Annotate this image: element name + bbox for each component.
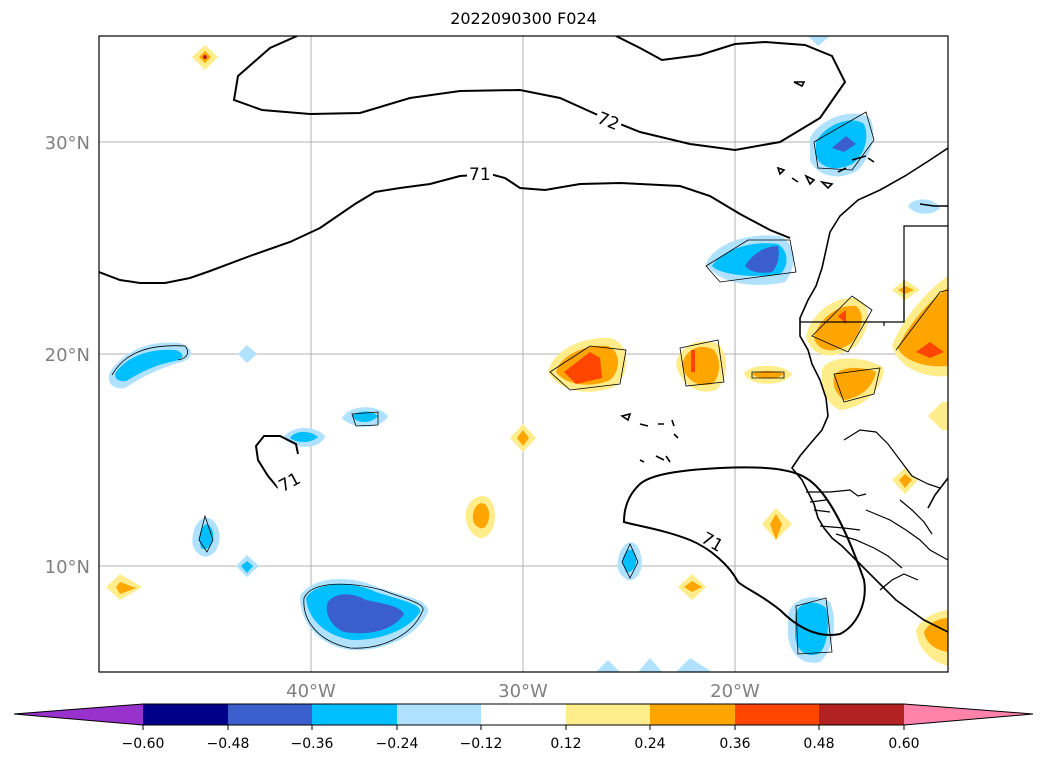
plot-frame — [98, 35, 949, 673]
blob-pos-23n-east — [892, 280, 920, 300]
cb-label-4: −0.24 — [376, 736, 419, 752]
lon-label-30w: 30°W — [498, 681, 548, 702]
blob-neg-27n — [908, 199, 940, 214]
contour-label-71-north: 71 — [469, 165, 491, 185]
contour-label-71-east: 71 — [697, 529, 726, 557]
blob-pos-7n-east — [916, 610, 948, 666]
positive-anomaly-fills — [106, 45, 948, 666]
colorbar-segment-1 — [143, 704, 228, 725]
lat-label-10n: 10°N — [45, 557, 90, 578]
contour-71-north — [99, 172, 791, 284]
colorbar-ticks — [142, 725, 905, 730]
colorbar: −0.60 −0.48 −0.36 −0.24 −0.12 0.12 0.24 … — [13, 703, 1034, 752]
contour-label-71-west: 71 — [276, 469, 304, 497]
cb-label-6: 0.12 — [550, 736, 581, 752]
colorbar-extend-low — [14, 704, 143, 725]
cb-label-2: −0.48 — [207, 736, 250, 752]
lon-label-20w: 20°W — [710, 681, 760, 702]
blob-pos-12n — [465, 496, 495, 539]
colorbar-segment-8 — [735, 704, 819, 725]
blob-neg-16n — [283, 427, 325, 447]
blob-neg-bottom — [596, 658, 712, 672]
colorbar-segment-5 — [481, 704, 566, 725]
coast-cape-verde — [620, 412, 679, 463]
blob-pos-20n-east — [892, 276, 948, 377]
colorbar-segment-4 — [397, 704, 481, 725]
cb-label-10: 0.60 — [888, 736, 919, 752]
blob-neg-8n-large — [300, 578, 429, 651]
negative-anomaly-fills — [108, 36, 940, 672]
blob-pos-9n-center — [678, 574, 706, 600]
colorbar-segment-2 — [228, 704, 312, 725]
blob-neg-dot-20n — [238, 345, 257, 363]
colorbar-segment-6 — [566, 704, 650, 725]
blob-pos-19n-center — [676, 339, 727, 392]
blob-pos-9n-west — [106, 574, 142, 600]
blob-pos-19n-east — [744, 365, 792, 384]
cb-label-1: −0.60 — [122, 736, 165, 752]
colorbar-segment-9 — [819, 704, 904, 725]
contour-71-east — [622, 466, 866, 636]
contour-labels: 72 71 71 71 — [273, 106, 729, 557]
colorbar-extend-high — [904, 704, 1033, 725]
blob-pos-18n-coast — [821, 358, 884, 410]
colorbar-segment-3 — [312, 704, 397, 725]
lon-label-40w: 40°W — [286, 681, 336, 702]
lat-label-20n: 20°N — [45, 345, 90, 366]
country-borders — [800, 225, 948, 591]
blob-neg-top — [808, 36, 830, 46]
cb-label-9: 0.48 — [803, 736, 834, 752]
blob-pos-34n — [192, 45, 218, 70]
plot-area: 72 71 71 71 — [99, 36, 948, 672]
coast-africa — [791, 147, 948, 633]
height-contours — [99, 36, 866, 636]
blob-pos-19n-west — [548, 337, 627, 392]
blob-pos-14n-east — [892, 468, 918, 494]
blob-neg-11n — [192, 514, 220, 557]
blob-neg-29n — [810, 111, 875, 177]
colorbar-tick-labels: −0.60 −0.48 −0.36 −0.24 −0.12 0.12 0.24 … — [122, 736, 920, 752]
blob-neg-west-20n — [108, 342, 192, 389]
border-guinea — [819, 525, 903, 569]
gridlines — [99, 36, 948, 672]
longitude-labels: 40°W 30°W 20°W — [286, 681, 760, 702]
coast-madeira — [793, 81, 806, 88]
coast-gulf-guinea — [927, 477, 948, 509]
latitude-labels: 30°N 20°N 10°N — [45, 133, 90, 578]
blob-pos-21n-coast — [806, 295, 873, 356]
blob-pos-16n — [510, 424, 536, 452]
coast-iberia-stub — [919, 203, 948, 207]
contour-72-north — [232, 36, 847, 152]
blob-neg-17n — [342, 407, 388, 427]
border-western-sahara-mauritania — [800, 225, 948, 326]
cb-label-5: −0.12 — [460, 736, 503, 752]
coastlines — [620, 81, 948, 633]
coast-canary-islands — [776, 155, 875, 190]
map-title: 2022090300 F024 — [450, 9, 597, 28]
cb-label-7: 0.24 — [634, 736, 665, 752]
blob-pos-12n-east — [762, 508, 792, 540]
blob-neg-6n — [788, 597, 835, 663]
cb-label-8: 0.36 — [719, 736, 750, 752]
blob-neg-10n-center — [617, 542, 642, 581]
colorbar-segment-7 — [650, 704, 735, 725]
blob-pos-17n-east — [928, 402, 948, 430]
blob-neg-10n — [236, 555, 259, 577]
border-mali-etc — [843, 429, 948, 591]
blob-neg-24n — [705, 235, 797, 285]
contour-71-west — [254, 435, 299, 489]
cb-label-3: −0.36 — [291, 736, 334, 752]
lat-label-30n: 30°N — [45, 133, 90, 154]
